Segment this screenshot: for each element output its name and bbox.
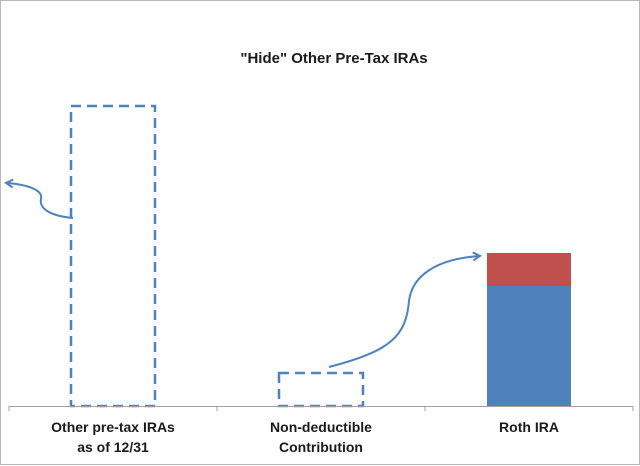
bar-outline-0 [69,104,157,408]
left-arrow-icon [7,183,74,219]
bar-segment-2-1 [487,286,571,406]
chart-title: "Hide" Other Pre-Tax IRAs [240,50,427,67]
category-labels: Other pre-tax IRAs as of 12/31 Non-deducti… [51,419,559,455]
x-axis [8,406,634,411]
curved-arrow-icon [328,256,479,368]
category-label-1: Non-deductible Contribution [270,419,372,455]
category-label-0: Other pre-tax IRAs as of 12/31 [51,419,175,455]
category-label-2: Roth IRA [499,419,559,435]
bar-outline-1 [277,371,365,408]
bars-group [69,104,571,408]
bar-segment-2-2 [487,253,571,286]
